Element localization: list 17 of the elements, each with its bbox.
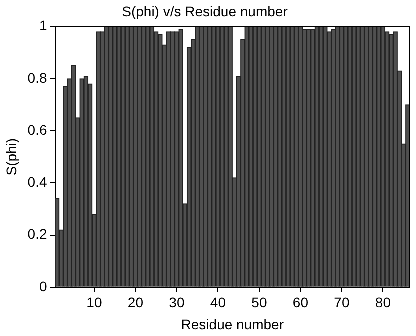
x-tick-label: 40 [210,294,226,311]
x-tick-label: 10 [86,294,102,311]
chart-title: S(phi) v/s Residue number [122,3,288,20]
y-axis-title: S(phi) [3,138,20,176]
y-tick-label: 0.4 [28,174,48,190]
x-tick-label: 80 [375,294,392,311]
x-tick-label: 50 [252,294,268,311]
y-tick-label: 0.8 [28,70,48,86]
x-axis-title: Residue number [181,316,284,332]
x-tick-label: 70 [334,294,350,311]
y-tick-label: 1 [39,18,48,34]
x-tick-label: 30 [169,294,185,311]
y-tick-label: 0 [39,278,48,294]
x-tick-label: 20 [128,294,144,311]
y-tick-label: 0.6 [28,122,48,138]
x-tick-label: 60 [292,294,309,311]
y-tick-label: 0.2 [28,226,48,242]
